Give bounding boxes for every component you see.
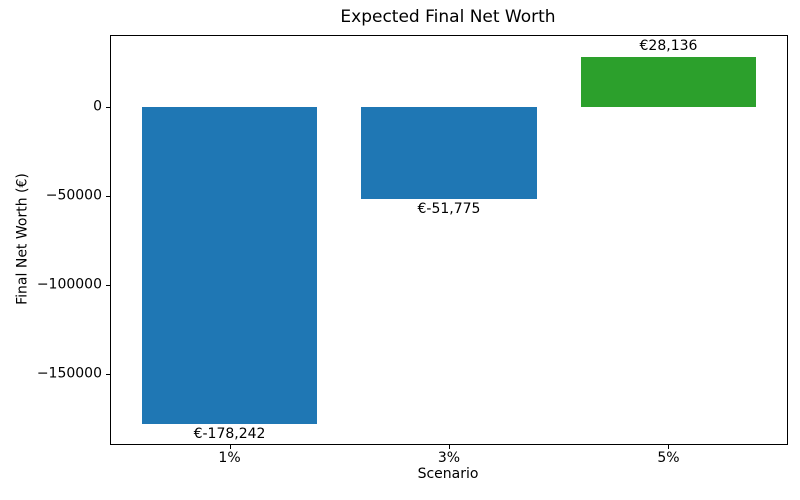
x-tick-mark: [668, 445, 670, 449]
y-tick-mark: [106, 285, 110, 287]
y-tick-mark: [106, 107, 110, 109]
y-tick-label: −50000: [45, 187, 102, 204]
bar-5%: [580, 56, 757, 108]
y-tick-mark: [106, 196, 110, 198]
y-tick-label: −150000: [36, 365, 102, 382]
chart-title: Expected Final Net Worth: [340, 7, 556, 27]
x-axis-label: Scenario: [417, 466, 479, 482]
x-tick-mark: [449, 445, 450, 449]
bar-1%: [141, 107, 318, 425]
bar-value-label: €-178,242: [193, 426, 266, 443]
bar-3%: [361, 107, 537, 200]
x-tick-mark: [229, 445, 231, 449]
bar-value-label: €-51,775: [417, 201, 481, 218]
x-tick-label: 1%: [218, 450, 241, 466]
plot-area: €-178,242 1% €-51,775 3% €28,136 5% 0 −50000 −10…: [37, 35, 788, 466]
y-tick-mark: [106, 374, 110, 376]
x-tick-label: 3%: [437, 450, 461, 466]
y-tick-label: −100000: [36, 276, 102, 293]
x-tick-label: 5%: [657, 450, 680, 466]
y-tick-label: 0: [93, 98, 102, 115]
bar-value-label: €28,136: [639, 37, 698, 54]
